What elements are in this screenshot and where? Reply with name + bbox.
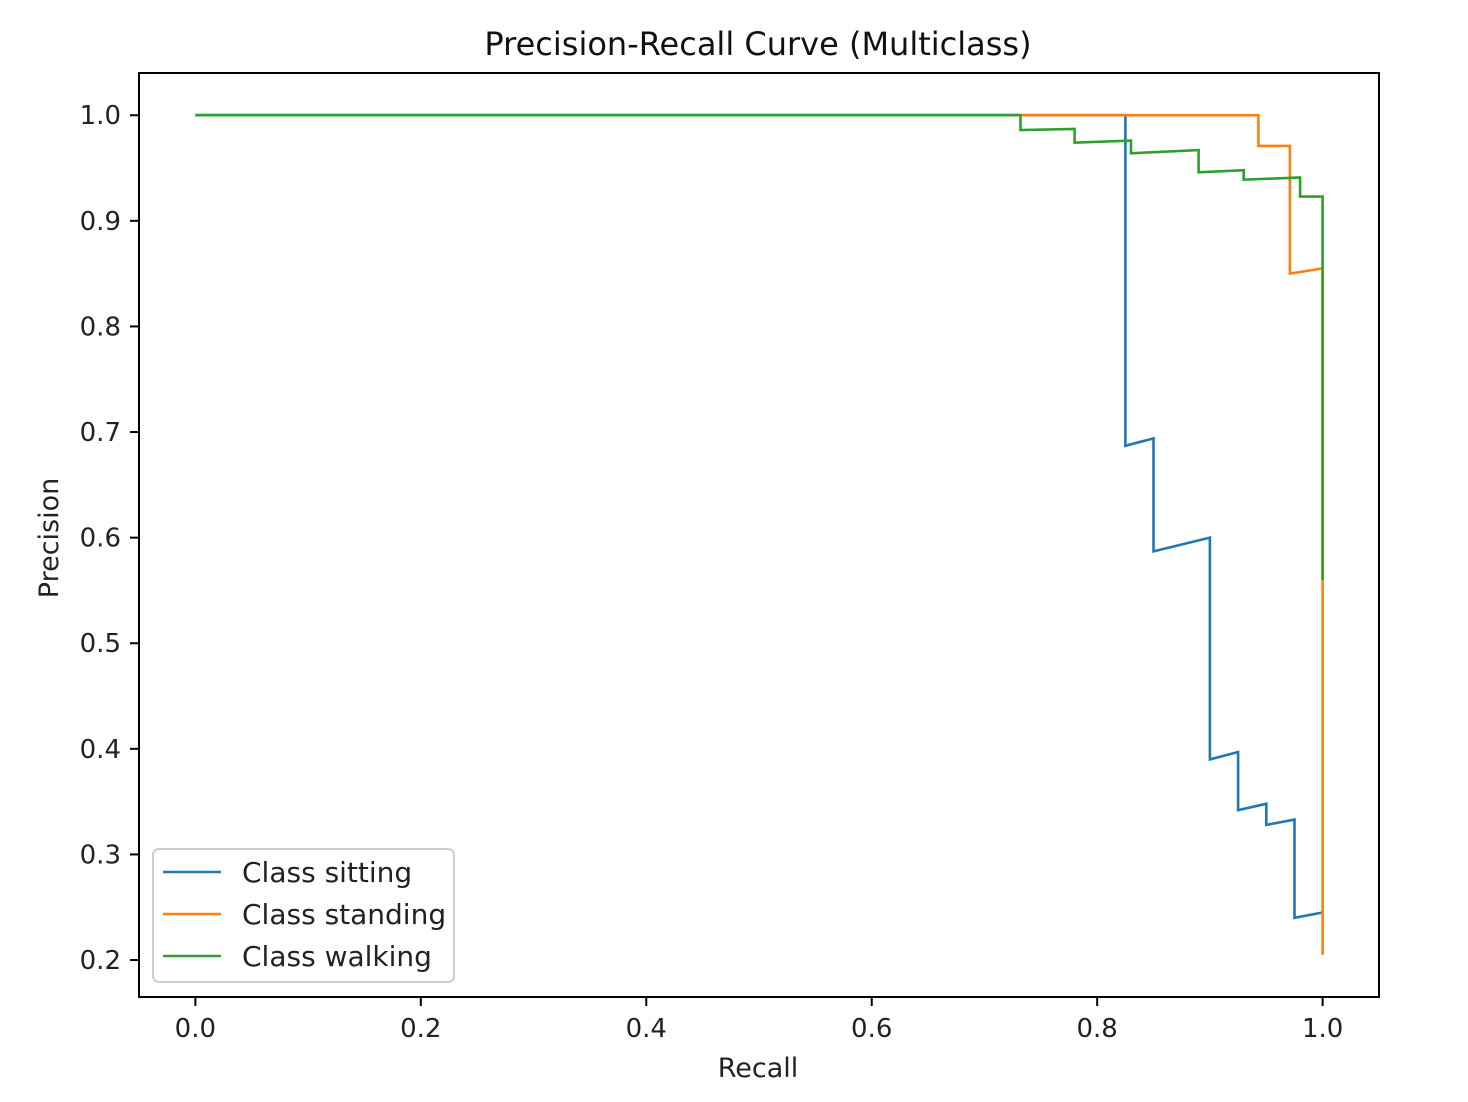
y-tick-label: 0.9 [80,207,121,237]
y-tick-label: 0.7 [80,418,121,448]
plot-frame [138,72,1380,998]
x-tick-label: 0.2 [400,1014,441,1044]
legend-label: Class walking [242,940,432,973]
x-tick-label: 0.8 [1077,1014,1118,1044]
y-tick-label: 0.8 [80,312,121,342]
legend-box [152,848,455,983]
legend-label: Class sitting [242,856,412,889]
series-layer [195,113,1324,955]
legend-label: Class standing [242,898,446,931]
chart-title: Precision-Recall Curve (Multiclass) [484,25,1031,63]
x-tick-label: 0.0 [175,1014,216,1044]
series-line-1 [195,113,1323,920]
x-tick-label: 1.0 [1302,1014,1343,1044]
y-tick-label: 0.5 [80,629,121,659]
y-tick-label: 0.4 [80,735,121,765]
y-tick-label: 0.3 [80,840,121,870]
legend: Class sitting Class standing Class walking [152,848,455,983]
y-tick-label: 0.2 [80,946,121,976]
x-tick-label: 0.6 [851,1014,892,1044]
y-axis-title: Precision [34,478,65,598]
y-axis-ticks: 0.2 0.3 0.4 0.5 0.6 0.7 0.8 0.9 1.0 [80,101,139,976]
series-line-3 [195,113,1324,580]
y-tick-label: 0.6 [80,524,121,554]
x-tick-label: 0.4 [626,1014,667,1044]
y-tick-label: 1.0 [80,101,121,131]
x-axis-title: Recall [718,1053,799,1084]
x-axis-ticks: 0.0 0.2 0.4 0.6 0.8 1.0 [175,997,1343,1044]
